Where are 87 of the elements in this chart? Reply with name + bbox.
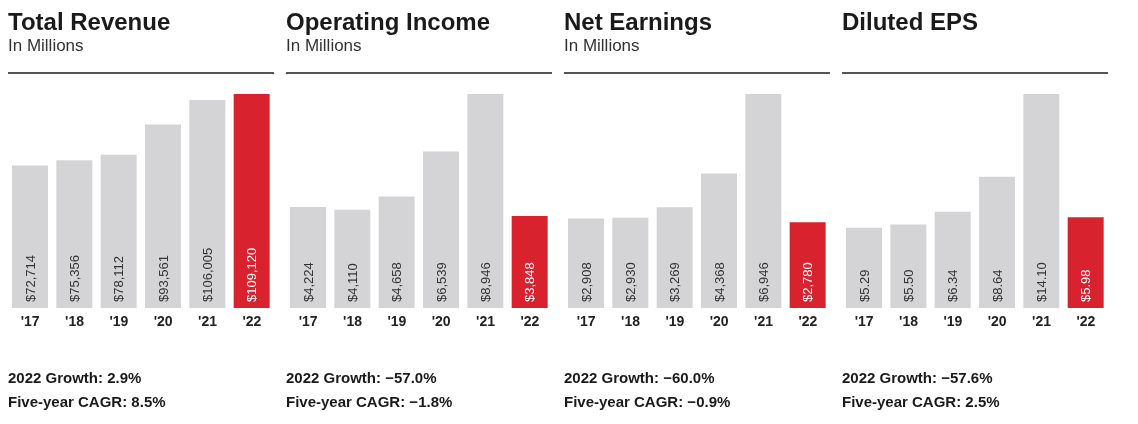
- data-label: $93,561: [155, 255, 171, 302]
- bar: [423, 151, 459, 308]
- bar: [467, 94, 504, 308]
- bar: [1023, 94, 1060, 308]
- text: Five-year CAGR: 8.5%: [8, 392, 167, 412]
- data-label: $5.29: [856, 269, 872, 302]
- x-tick-label: '18: [65, 312, 85, 329]
- chart-title: Total Revenue: [8, 8, 172, 36]
- x-tick-label: '21: [754, 312, 774, 329]
- data-label: $4,224: [300, 262, 316, 302]
- bar: [189, 100, 226, 308]
- chart-subtitle: In Millions: [286, 36, 363, 56]
- x-tick-label: '17: [298, 312, 318, 329]
- data-label: $6,539: [433, 262, 449, 302]
- bar: [568, 218, 604, 308]
- chart-title: Operating Income: [286, 8, 492, 36]
- text: 2022 Growth: −60.0%: [564, 368, 716, 388]
- data-label: $5.98: [1078, 269, 1094, 302]
- text: Five-year CAGR: 2.5%: [842, 392, 1001, 412]
- bar: [979, 176, 1015, 308]
- data-label: $75,356: [66, 255, 82, 302]
- x-tick-label: '17: [20, 312, 40, 329]
- data-label: $8,946: [477, 262, 493, 302]
- data-label: $5.50: [900, 269, 916, 302]
- bar: [233, 94, 270, 308]
- data-label: $109,120: [244, 247, 260, 302]
- bar: [145, 124, 181, 308]
- data-label: $6,946: [755, 262, 771, 302]
- data-label: $14.10: [1033, 262, 1049, 302]
- data-label: $3,848: [522, 262, 538, 302]
- data-label: $2,930: [622, 262, 638, 302]
- x-tick-label: '19: [943, 312, 963, 329]
- x-tick-label: '22: [798, 312, 818, 329]
- x-tick-label: '17: [854, 312, 874, 329]
- data-label: $4,368: [711, 262, 727, 302]
- x-tick-label: '22: [520, 312, 540, 329]
- x-tick-label: '20: [153, 312, 173, 329]
- data-label: $6.34: [945, 269, 961, 302]
- bar: [56, 160, 93, 308]
- bar: [378, 196, 415, 308]
- x-tick-label: '18: [343, 312, 363, 329]
- bar: [334, 209, 371, 308]
- bar: [934, 211, 971, 308]
- bar: [12, 165, 48, 308]
- chart-subtitle: In Millions: [8, 36, 85, 56]
- data-label: $2,908: [578, 262, 594, 302]
- x-tick-label: '20: [987, 312, 1007, 329]
- x-tick-label: '22: [242, 312, 262, 329]
- data-label: $78,112: [111, 255, 127, 302]
- bar: [290, 206, 326, 308]
- text: 2022 Growth: −57.0%: [286, 368, 438, 388]
- chart-title: Net Earnings: [564, 8, 714, 36]
- x-tick-label: '19: [387, 312, 407, 329]
- text: Five-year CAGR: −0.9%: [564, 392, 732, 412]
- chart-title: Diluted EPS: [842, 8, 980, 36]
- x-tick-label: '18: [899, 312, 919, 329]
- text: Five-year CAGR: −1.8%: [286, 392, 454, 412]
- data-label: $106,005: [199, 247, 215, 302]
- x-tick-label: '20: [431, 312, 451, 329]
- data-label: $2,780: [800, 262, 816, 302]
- bar: [789, 222, 826, 308]
- data-label: $4,658: [389, 262, 405, 302]
- data-label: $3,269: [667, 262, 683, 302]
- text: 2022 Growth: 2.9%: [8, 368, 143, 388]
- bar: [701, 173, 737, 308]
- x-tick-label: '21: [476, 312, 496, 329]
- bar: [511, 215, 548, 308]
- chart-subtitle: In Millions: [564, 36, 641, 56]
- x-tick-label: '17: [576, 312, 596, 329]
- bar: [745, 94, 782, 308]
- bar: [612, 217, 649, 308]
- x-tick-label: '19: [665, 312, 685, 329]
- bar: [100, 154, 137, 308]
- data-label: $72,714: [22, 255, 38, 302]
- x-tick-label: '20: [709, 312, 729, 329]
- data-label: $4,110: [344, 263, 360, 302]
- x-tick-label: '18: [621, 312, 641, 329]
- bar: [890, 224, 927, 308]
- bar: [656, 207, 693, 308]
- text: 2022 Growth: −57.6%: [842, 368, 994, 388]
- x-tick-label: '19: [109, 312, 129, 329]
- bar: [846, 227, 882, 308]
- bar: [1067, 217, 1104, 308]
- x-tick-label: '21: [1032, 312, 1052, 329]
- x-tick-label: '22: [1076, 312, 1096, 329]
- data-label: $8.64: [989, 269, 1005, 302]
- x-tick-label: '21: [198, 312, 218, 329]
